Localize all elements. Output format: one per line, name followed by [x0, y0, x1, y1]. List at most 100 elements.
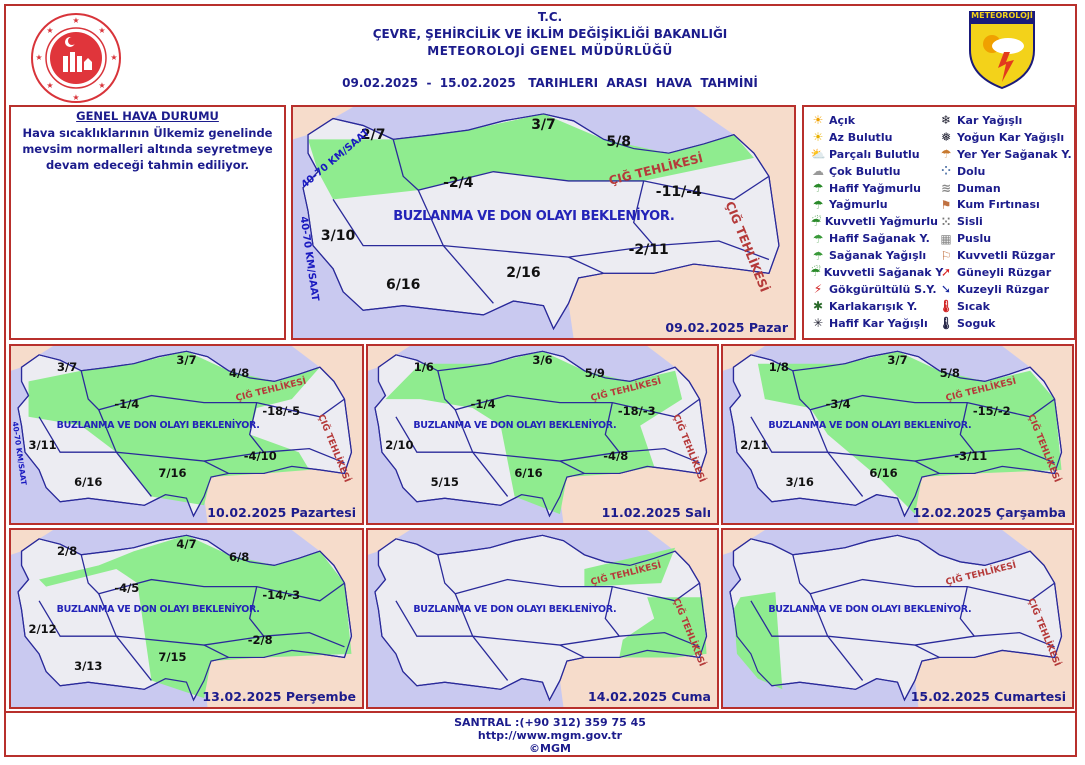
- region-boundary: [751, 601, 828, 636]
- legend-label: Açık: [829, 113, 856, 127]
- general-weather-box: GENEL HAVA DURUMU Hava sıcaklıklarının Ü…: [9, 105, 286, 340]
- region-boundary: [915, 461, 939, 473]
- neighbor-land: [368, 530, 410, 555]
- turkey-outline: [18, 535, 351, 700]
- partly-cloudy-icon: ⛅: [810, 147, 826, 162]
- region-boundary: [116, 449, 344, 463]
- region-boundary: [116, 633, 344, 647]
- temperature-label: 3/7: [531, 117, 556, 134]
- neighbor-land: [723, 346, 765, 371]
- sleet-icon: ✱: [812, 299, 824, 314]
- neighbor-land: [559, 530, 717, 707]
- neighbor-land: [914, 530, 1072, 707]
- header-ministry: ÇEVRE, ŞEHİRCİLİK VE İKLİM DEĞİŞİKLİĞİ B…: [372, 27, 728, 41]
- temperature-label: 3/13: [74, 659, 103, 674]
- haze-icon: ▦: [940, 231, 952, 246]
- temperature-label: 2/12: [28, 622, 57, 637]
- region-boundary: [793, 371, 1055, 417]
- general-weather-text: Hava sıcaklıklarının Ülkemiz genelinde m…: [22, 126, 273, 172]
- region-boundary: [605, 403, 619, 453]
- turkey-outline: [375, 535, 707, 700]
- general-weather-title: GENEL HAVA DURUMU: [76, 109, 219, 123]
- page-title: 09.02.2025 - 15.02.2025 TARIHLERI ARASI …: [342, 76, 758, 90]
- footer-phone: SANTRAL :(+90 312) 359 75 45: [454, 716, 646, 729]
- legend-item: ☂ Hafif Yağmurlu: [810, 180, 938, 197]
- map-date-label: 12.02.2025 Çarşamba: [912, 505, 1067, 520]
- temperature-label: 6/16: [386, 276, 421, 293]
- region-boundary: [81, 555, 344, 601]
- footer-copyright: ©MGM: [529, 742, 571, 755]
- temperature-label: 3/7: [887, 353, 908, 368]
- temperature-label: 2/16: [506, 265, 541, 282]
- region-boundary: [828, 449, 1055, 463]
- legend-label: Duman: [957, 181, 1001, 195]
- legend-item: ☀ Az Bulutlu: [810, 129, 938, 146]
- temperature-label: -1/4: [470, 397, 496, 412]
- north-wind-arrow-icon: ➘: [940, 282, 952, 297]
- temperature-label: 5/15: [430, 475, 459, 490]
- temperature-label: -18/-3: [617, 404, 656, 419]
- map-date-label: 15.02.2025 Cumartesi: [910, 689, 1066, 704]
- region-boundary: [204, 461, 229, 473]
- region-boundary: [438, 371, 700, 417]
- temperature-label: 6/8: [229, 549, 250, 564]
- icing-frost-warning: BUZLANMA VE DON OLAYI BEKLENİYOR.: [768, 420, 972, 432]
- region-boundary: [250, 587, 264, 637]
- neighbor-land: [11, 530, 54, 555]
- neighbor-land: [914, 346, 1072, 523]
- snow-area: [28, 351, 320, 506]
- map-10-02-monday: 3/7 3/7 4/8 -1/4 -18/-5 3/11 -4/10 7/16 6/16 BUZL…: [9, 344, 364, 525]
- strong-wind-icon: ⚐: [940, 248, 952, 263]
- svg-text:★: ★: [35, 53, 42, 62]
- fog-icon: ⁙: [940, 214, 952, 229]
- legend-item: ⚡ Gökgürültülü S.Y.: [810, 281, 938, 298]
- temperature-label: -2/8: [247, 632, 273, 647]
- legend-item: ➘ Kuzeyli Rüzgar: [938, 281, 1078, 298]
- legend-item: ⛅ Parçalı Bulutlu: [810, 146, 938, 163]
- legend-label: Gökgürültülü S.Y.: [829, 282, 937, 296]
- footer-url[interactable]: http://www.mgm.gov.tr: [477, 729, 623, 742]
- sun-icon: ☀: [812, 113, 824, 128]
- temperature-label: 2/10: [385, 438, 414, 453]
- temperature-label: 3/10: [320, 228, 356, 245]
- region-boundary: [634, 181, 654, 246]
- neighbor-land: [723, 530, 765, 555]
- map-15-02-saturday: BUZLANMA VE DON OLAYI BEKLENİYOR. ÇIĞ TEH…: [721, 528, 1074, 709]
- temperature-label: 4/7: [176, 537, 197, 552]
- smoke-icon: ≋: [940, 181, 952, 195]
- region-boundary: [39, 417, 116, 452]
- legend-label: Sağanak Yağışlı: [829, 249, 927, 263]
- rain-icon: ☂: [812, 197, 824, 212]
- region-boundary: [204, 645, 229, 657]
- temperature-label: 4/8: [229, 365, 250, 380]
- snow-icon: ❄: [940, 113, 952, 128]
- turkey-map: [368, 530, 717, 707]
- temperature-label: 7/15: [158, 650, 187, 665]
- region-boundary: [560, 645, 584, 657]
- icing-frost-warning: BUZLANMA VE DON OLAYI BEKLENİYOR.: [413, 604, 617, 616]
- mgm-logo: METEOROLOJİ: [968, 10, 1036, 90]
- neighbor-land: [204, 346, 362, 523]
- legend-label: Hafif Yağmurlu: [829, 181, 921, 195]
- heavy-rain-icon: ☔: [810, 214, 822, 229]
- legend-item: ☂ Yağmurlu: [810, 196, 938, 213]
- svg-text:★: ★: [46, 81, 53, 90]
- neighbor-land: [204, 530, 362, 707]
- turkey-outline: [730, 535, 1062, 700]
- hail-icon: ⁘: [940, 164, 952, 179]
- icing-frost-warning: BUZLANMA VE DON OLAYI BEKLENİYOR.: [413, 420, 617, 432]
- temperature-label: -18/-5: [262, 404, 301, 419]
- snow-area: [308, 113, 754, 200]
- map-12-02-wednesday: 1/8 3/7 5/8 -3/4 -15/-2 2/11 -3/11 6/16 3/16 BUZL…: [721, 344, 1074, 525]
- region-boundary: [473, 449, 700, 463]
- region-boundary: [396, 601, 473, 636]
- temperature-label: -2/11: [628, 242, 669, 259]
- legend-item: 🌡 Soguk: [938, 315, 1078, 332]
- turkey-outline: [303, 114, 779, 329]
- ministry-seal-logo: ★ ★ ★ ★ ★ ★ ★ ★: [31, 13, 121, 103]
- svg-text:★: ★: [110, 53, 117, 62]
- temperature-label: -2/4: [443, 175, 474, 192]
- legend-label: Kar Yağışlı: [957, 113, 1023, 127]
- outer-frame: [4, 4, 1077, 757]
